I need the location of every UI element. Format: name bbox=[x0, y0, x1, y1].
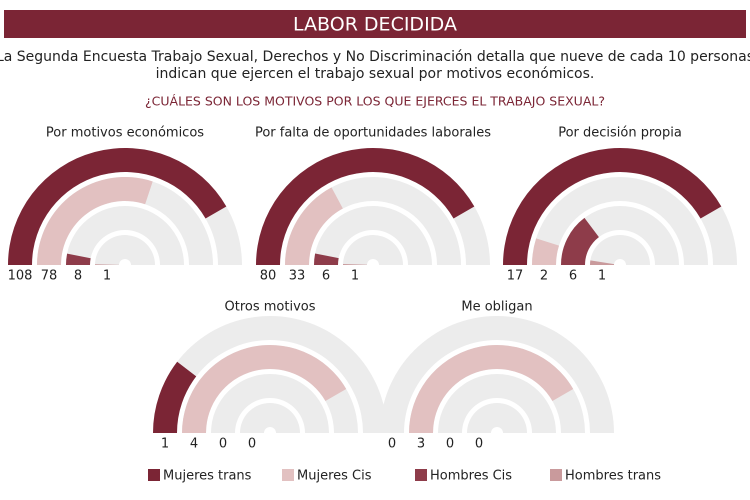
radial-bar bbox=[590, 260, 615, 265]
radial-bar bbox=[37, 176, 153, 265]
legend-swatch bbox=[148, 469, 160, 481]
value-label: 33 bbox=[289, 269, 306, 284]
radial-bar bbox=[343, 264, 368, 265]
radial-bar bbox=[153, 361, 197, 433]
intro-line: indican que ejercen el trabajo sexual po… bbox=[156, 66, 595, 82]
ring-track bbox=[211, 374, 329, 433]
chart-title: Por motivos económicos bbox=[46, 126, 204, 141]
legend-label: Hombres Cis bbox=[430, 469, 512, 484]
legend-swatch bbox=[415, 469, 427, 481]
intro-line: La Segunda Encuesta Trabajo Sexual, Dere… bbox=[0, 49, 750, 65]
value-label: 6 bbox=[322, 269, 330, 284]
value-label: 0 bbox=[388, 437, 396, 452]
legend-label: Mujeres trans bbox=[163, 469, 252, 484]
question: ¿CUÁLES SON LOS MOTIVOS POR LOS QUE EJER… bbox=[145, 94, 605, 109]
header-title: LABOR DECIDIDA bbox=[293, 14, 457, 36]
radial-bar bbox=[285, 187, 343, 265]
radial-bar bbox=[182, 345, 347, 433]
radial-bar bbox=[561, 217, 599, 265]
chart-title: Otros motivos bbox=[225, 300, 316, 315]
ring-track bbox=[153, 316, 387, 433]
chart-title: Por falta de oportunidades laborales bbox=[255, 126, 491, 141]
legend-label: Hombres trans bbox=[565, 469, 661, 484]
value-label: 0 bbox=[475, 437, 483, 452]
radial-bar bbox=[66, 253, 91, 265]
value-label: 4 bbox=[190, 437, 198, 452]
ring-track bbox=[590, 235, 650, 265]
chart-title: Por decisión propia bbox=[558, 126, 682, 141]
value-label: 1 bbox=[161, 437, 169, 452]
value-label: 6 bbox=[569, 269, 577, 284]
chart-title: Me obligan bbox=[461, 300, 532, 315]
value-label: 108 bbox=[8, 269, 33, 284]
value-label: 1 bbox=[598, 269, 606, 284]
radial-bar bbox=[503, 148, 722, 265]
radial-bar bbox=[409, 345, 574, 433]
ring-track bbox=[467, 403, 527, 433]
value-label: 80 bbox=[260, 269, 277, 284]
value-label: 2 bbox=[540, 269, 548, 284]
ring-track bbox=[380, 316, 614, 433]
legend-label: Mujeres Cis bbox=[297, 469, 372, 484]
radial-bar bbox=[314, 253, 339, 265]
ring-track bbox=[95, 235, 155, 265]
value-label: 0 bbox=[446, 437, 454, 452]
value-label: 1 bbox=[103, 269, 111, 284]
ring-track bbox=[532, 177, 708, 265]
ring-track bbox=[314, 206, 432, 265]
value-label: 3 bbox=[417, 437, 425, 452]
legend-swatch bbox=[550, 469, 562, 481]
ring-track bbox=[66, 206, 184, 265]
radial-bar bbox=[532, 238, 560, 265]
ring-track bbox=[343, 235, 403, 265]
value-label: 78 bbox=[41, 269, 58, 284]
value-label: 0 bbox=[219, 437, 227, 452]
legend-swatch bbox=[282, 469, 294, 481]
radial-bar bbox=[256, 147, 475, 265]
radial-bar bbox=[8, 148, 227, 265]
ring-track bbox=[561, 206, 679, 265]
value-label: 8 bbox=[74, 269, 82, 284]
ring-track bbox=[438, 374, 556, 433]
header-bar bbox=[4, 10, 746, 38]
value-label: 1 bbox=[351, 269, 359, 284]
radial-bar bbox=[95, 264, 120, 265]
value-label: 17 bbox=[507, 269, 524, 284]
value-label: 0 bbox=[248, 437, 256, 452]
ring-track bbox=[240, 403, 300, 433]
